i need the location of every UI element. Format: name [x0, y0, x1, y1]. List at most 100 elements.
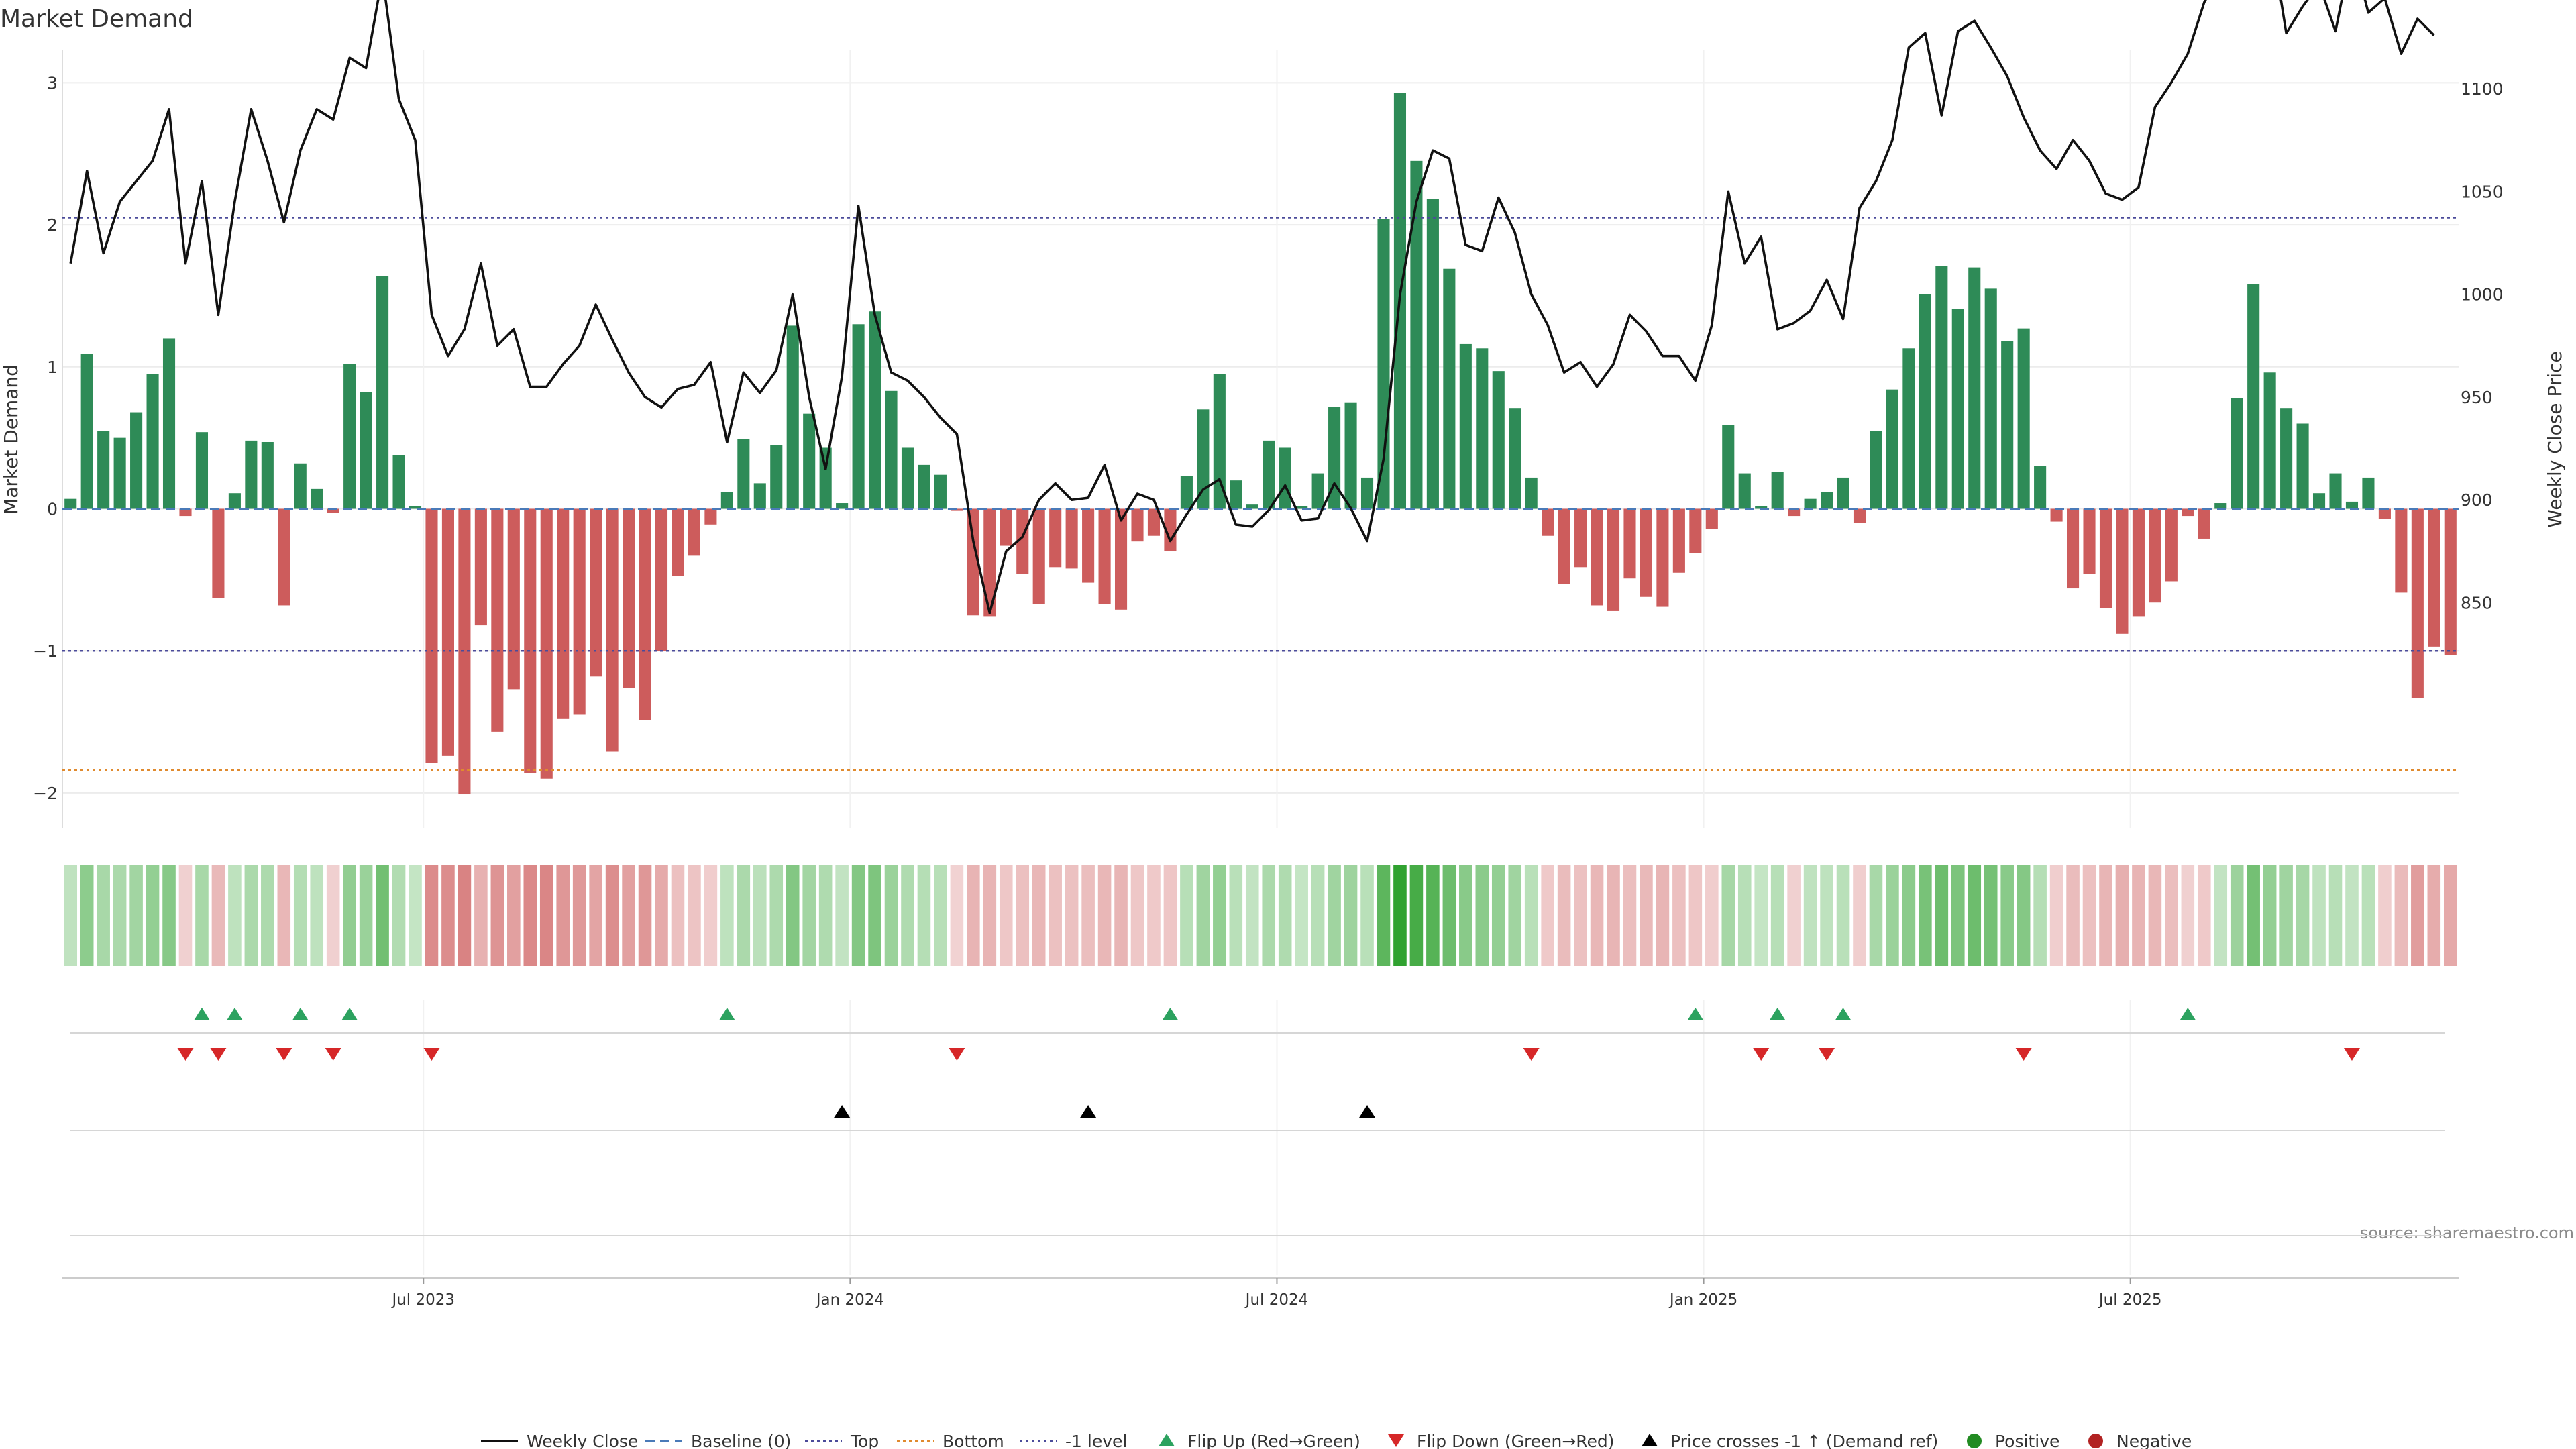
heat-cell-positive — [1754, 865, 1768, 966]
chart-title: Market Demand — [0, 5, 193, 33]
heat-cell-positive — [1328, 865, 1341, 966]
x-tick-label: Jul 2023 — [390, 1291, 455, 1309]
legend-swatch-marker — [1642, 1434, 1658, 1446]
heat-cell-positive — [2279, 865, 2293, 966]
legend-swatch-marker — [1388, 1434, 1404, 1447]
demand-bar-positive — [1902, 348, 1915, 509]
flip-up-marker — [718, 1008, 735, 1020]
demand-bar-negative — [278, 508, 290, 606]
demand-bar-negative — [1000, 508, 1012, 546]
heat-cell-positive — [901, 865, 914, 966]
heat-cell-positive — [802, 865, 816, 966]
flip-down-marker — [1819, 1048, 1835, 1061]
heat-cell-negative — [1049, 865, 1062, 966]
demand-bar-negative — [1591, 508, 1603, 606]
flip-up-marker — [226, 1008, 243, 1020]
heat-cell-positive — [2296, 865, 2310, 966]
price-cross-marker — [1359, 1105, 1376, 1118]
demand-bar-negative — [2165, 508, 2178, 582]
heat-cell-negative — [572, 865, 586, 966]
heat-cell-negative — [458, 865, 472, 966]
y-tick-right: 1050 — [2461, 182, 2504, 201]
heat-cell-positive — [851, 865, 865, 966]
heat-cell-negative — [2427, 865, 2441, 966]
demand-bar-positive — [1919, 294, 1931, 509]
demand-bar-negative — [573, 508, 586, 715]
flip-up-marker — [2180, 1008, 2196, 1020]
heat-cell-negative — [1016, 865, 1030, 966]
heat-cell-positive — [64, 865, 78, 966]
demand-bar-positive — [934, 474, 947, 509]
heat-cell-positive — [1409, 865, 1424, 966]
y-tick-right: 850 — [2461, 593, 2493, 612]
heat-cell-negative — [1607, 865, 1620, 966]
heat-cell-positive — [1869, 865, 1883, 966]
legend-label: Flip Up (Red→Green) — [1187, 1432, 1360, 1449]
demand-bar-negative — [1640, 508, 1652, 597]
legend-swatch-marker — [1967, 1434, 1982, 1448]
heat-cell-positive — [1836, 865, 1850, 966]
y-tick-left: −1 — [33, 641, 58, 661]
demand-bar-positive — [869, 311, 881, 509]
demand-bar-positive — [1197, 409, 1210, 509]
heat-cell-negative — [1574, 865, 1587, 966]
heat-cell-negative — [441, 865, 455, 966]
heat-cell-negative — [589, 865, 602, 966]
y-tick-left: 3 — [47, 73, 58, 93]
y-axis-label-right: Weekly Close Price — [2544, 351, 2566, 527]
heat-cell-positive — [737, 865, 751, 966]
demand-bar-positive — [1886, 389, 1898, 509]
heat-cell-negative — [999, 865, 1013, 966]
demand-bar-negative — [2182, 508, 2194, 517]
x-tick-label: Jul 2025 — [2098, 1291, 2162, 1309]
demand-bar-positive — [1311, 473, 1324, 509]
heat-cell-negative — [277, 865, 291, 966]
heat-cell-positive — [1311, 865, 1325, 966]
demand-bar-positive — [1804, 498, 1817, 509]
demand-bar-negative — [458, 508, 471, 795]
heat-cell-positive — [97, 865, 110, 966]
heat-cell-positive — [2000, 865, 2014, 966]
demand-bar-positive — [1476, 348, 1489, 509]
heat-cell-positive — [359, 865, 373, 966]
flip-up-marker — [1769, 1008, 1786, 1020]
flip-down-marker — [177, 1048, 194, 1061]
heat-cell-positive — [1475, 865, 1489, 966]
heat-cell-positive — [1968, 865, 1982, 966]
demand-bar-positive — [2362, 477, 2375, 509]
heat-cell-negative — [1130, 865, 1144, 966]
heat-cell-positive — [1886, 865, 1899, 966]
heat-cell-positive — [1508, 865, 1522, 966]
flip-down-marker — [325, 1048, 341, 1061]
heat-cell-positive — [2328, 865, 2343, 966]
y-tick-left: 0 — [47, 500, 58, 519]
flip-up-marker — [193, 1008, 210, 1020]
heat-cell-negative — [1623, 865, 1637, 966]
heat-cell-positive — [2312, 865, 2326, 966]
demand-bar-positive — [162, 338, 176, 509]
flip-up-marker — [1687, 1008, 1704, 1020]
legend-label: Baseline (0) — [691, 1432, 791, 1449]
heat-cell-negative — [490, 865, 504, 966]
demand-bar-negative — [2116, 508, 2129, 634]
heat-cell-negative — [2443, 865, 2457, 966]
demand-bar-positive — [1279, 447, 1291, 509]
demand-bar-negative — [327, 508, 339, 513]
heat-cell-positive — [113, 865, 127, 966]
heat-cell-negative — [2411, 865, 2424, 966]
demand-bar-negative — [2067, 508, 2080, 589]
demand-bar-negative — [1689, 508, 1702, 553]
x-tick-label: Jan 2025 — [1668, 1291, 1737, 1309]
legend-label: Price crosses -1 ↑ (Demand ref) — [1670, 1432, 1938, 1449]
demand-bar-positive — [1246, 504, 1258, 509]
demand-bar-positive — [2231, 398, 2243, 509]
demand-bar-positive — [1968, 267, 1981, 509]
heat-cell-negative — [2099, 865, 2112, 966]
heat-cell-positive — [1344, 865, 1358, 966]
heat-cell-negative — [1065, 865, 1079, 966]
demand-bar-positive — [918, 464, 930, 509]
heat-cell-negative — [2378, 865, 2392, 966]
demand-bar-positive — [1328, 407, 1341, 509]
demand-bar-positive — [1492, 371, 1505, 509]
y-tick-left: −2 — [33, 784, 58, 803]
